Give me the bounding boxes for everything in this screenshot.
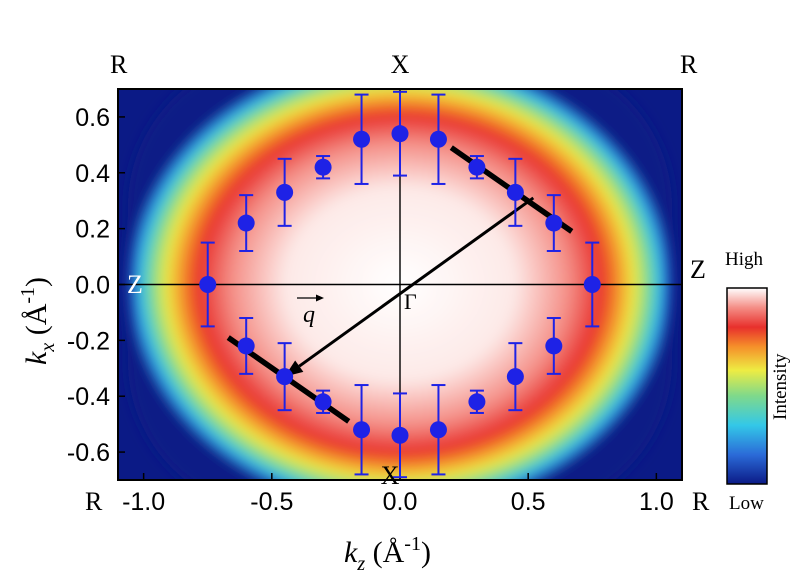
- colorbar-low-label: Low: [729, 493, 764, 514]
- x-tick-label: 0.0: [383, 488, 418, 516]
- colorbar: [726, 287, 768, 485]
- data-point: [468, 158, 486, 176]
- data-point: [237, 214, 255, 232]
- y-tick-label: -0.6: [67, 439, 110, 467]
- data-point: [583, 276, 601, 293]
- y-tick-label: 0.6: [75, 104, 110, 132]
- data-point: [468, 393, 486, 411]
- data-point: [276, 368, 294, 386]
- sym-z-left: Z: [127, 270, 143, 299]
- data-point: [276, 183, 294, 201]
- data-point: [545, 214, 563, 232]
- q-vector-shaft: [298, 196, 535, 368]
- data-point: [314, 393, 332, 411]
- data-point: [429, 130, 447, 148]
- y-axis-title: kx (Å-1): [17, 277, 59, 365]
- colorbar-title: Intensity: [770, 353, 791, 420]
- sym-r-bottom-left: R: [85, 487, 103, 516]
- data-point: [353, 130, 371, 148]
- q-label: q: [303, 302, 315, 328]
- sym-gamma: Γ: [404, 289, 417, 314]
- sym-r-top-left: R: [110, 50, 128, 79]
- data-point: [545, 337, 563, 355]
- data-point: [199, 276, 217, 293]
- ticks: [118, 116, 658, 480]
- data-point: [353, 421, 371, 439]
- data-points: [199, 125, 601, 444]
- y-tick-label: 0.2: [75, 216, 110, 244]
- colorbar-high-label: High: [725, 249, 764, 270]
- sym-r-top-right: R: [680, 50, 698, 79]
- y-tick-label: -0.2: [67, 327, 110, 355]
- x-tick-label: -0.5: [250, 488, 293, 516]
- data-point: [314, 158, 332, 176]
- x-tick-label: 0.5: [511, 488, 546, 516]
- y-tick-label: 0.0: [75, 272, 110, 300]
- y-tick-label: 0.4: [75, 160, 110, 188]
- x-tick-label: -1.0: [122, 488, 165, 516]
- q-label-arrowhead: [316, 294, 324, 302]
- data-point: [391, 125, 409, 143]
- tick-labels: -1.0 -0.5 0.0 0.5 1.0 0.6 0.4 0.2 0.0 -0.2 -0.4 -0.…: [67, 104, 674, 516]
- x-tick-label: 1.0: [639, 488, 674, 516]
- data-point: [506, 368, 524, 386]
- sym-z-right: Z: [690, 255, 706, 284]
- sym-x-top: X: [391, 50, 410, 79]
- data-point: [429, 421, 447, 439]
- y-tick-label: -0.4: [67, 383, 110, 411]
- sym-r-bottom-right: R: [692, 487, 710, 516]
- sym-x-bottom: X: [381, 461, 400, 490]
- data-point: [237, 337, 255, 355]
- x-axis-title: kz (Å-1): [344, 533, 431, 575]
- data-point: [391, 426, 409, 444]
- data-point: [506, 183, 524, 201]
